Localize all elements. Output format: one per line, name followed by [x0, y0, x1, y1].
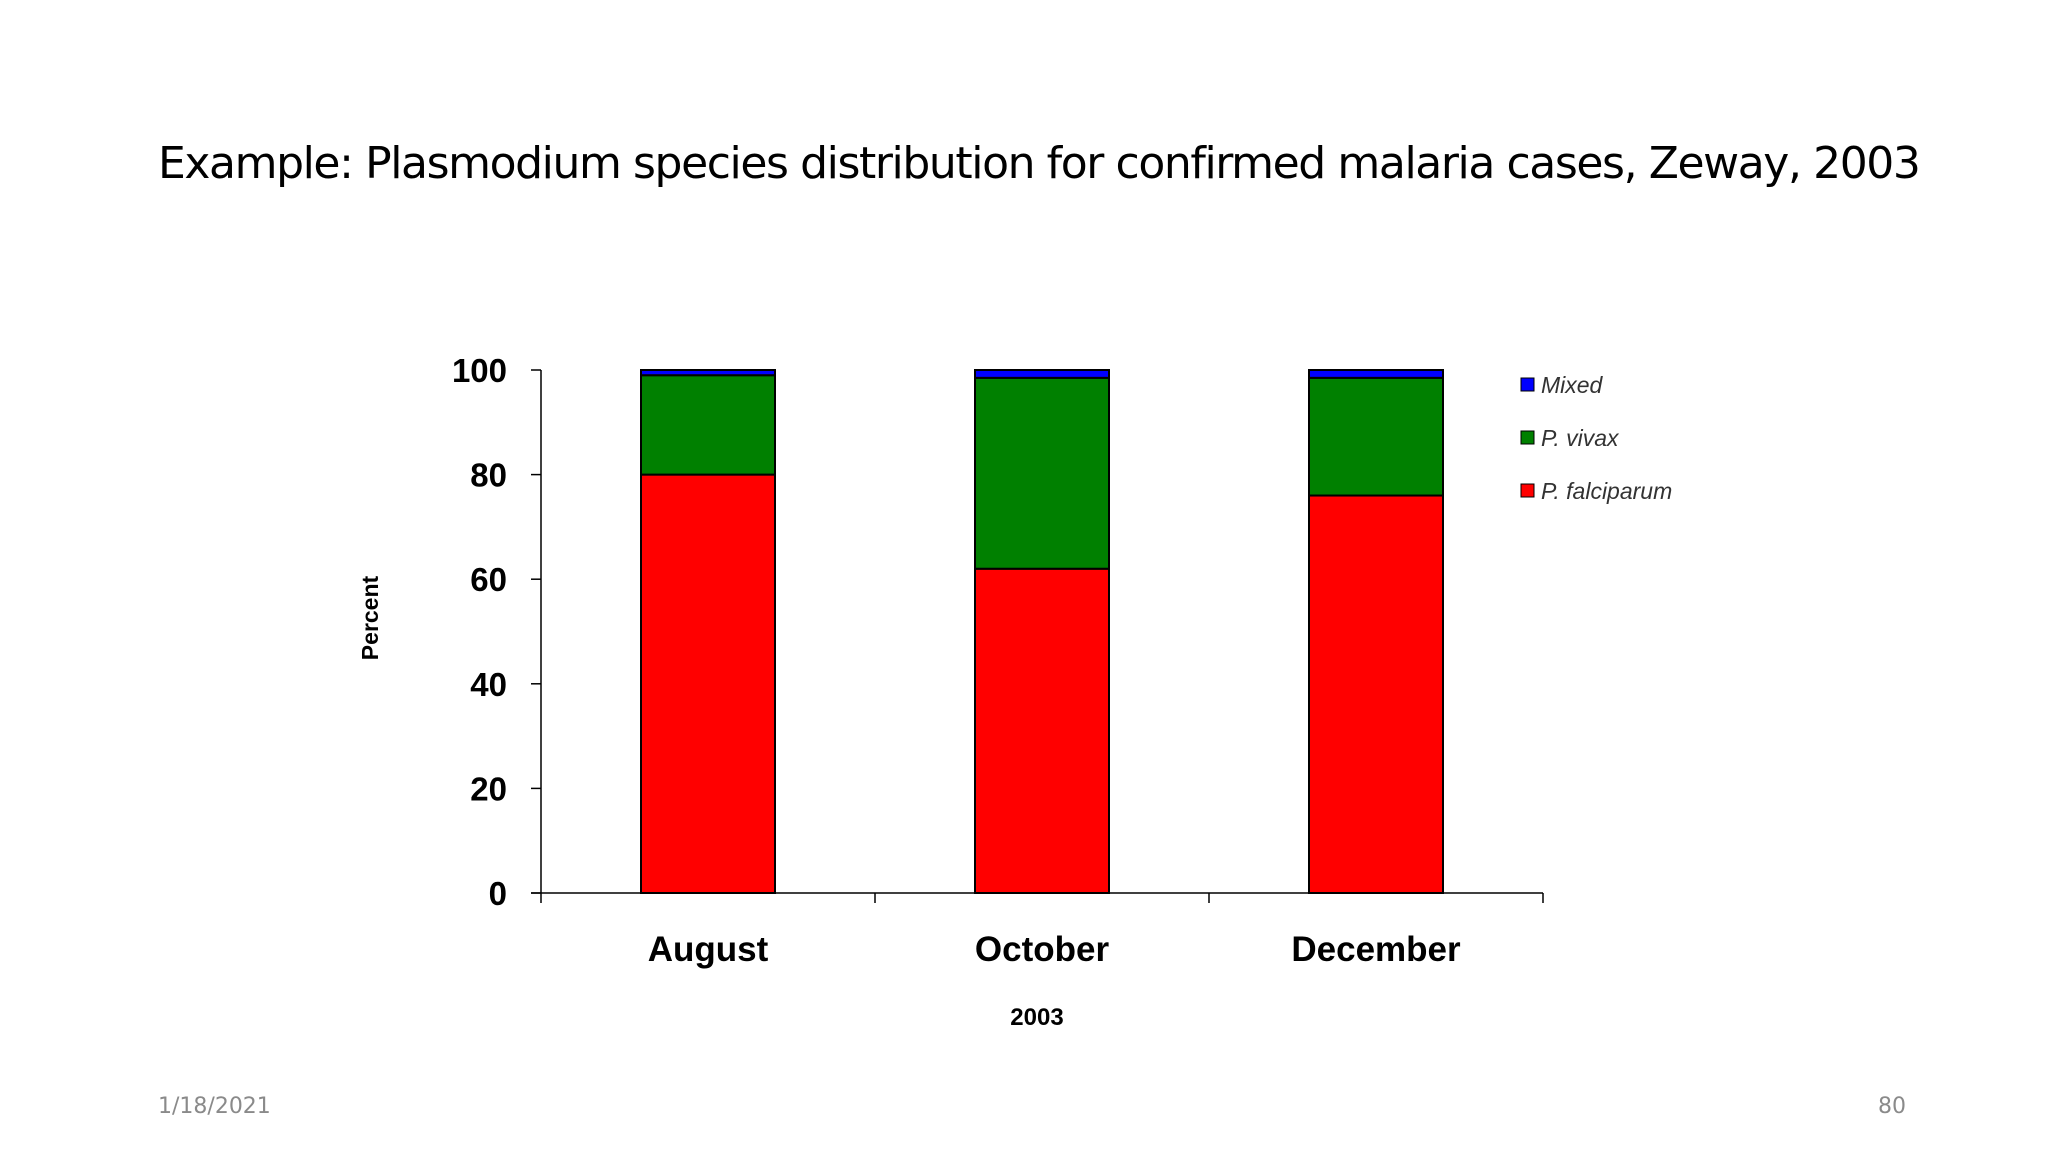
bar-october-p-falciparum: [974, 567, 1110, 894]
y-tick-label: 20: [470, 770, 507, 807]
slide-title: Example: Plasmodium species distribution…: [158, 138, 1921, 189]
legend-swatch: [1520, 483, 1535, 498]
bar-october-mixed: [974, 369, 1110, 379]
legend-swatch: [1520, 430, 1535, 445]
bar-december-p-falciparum: [1308, 494, 1444, 894]
bar-december-p-vivax: [1308, 376, 1444, 497]
y-tick-label: 60: [470, 561, 507, 598]
y-tick-label: 80: [470, 457, 507, 494]
x-tick-label: December: [1291, 930, 1461, 969]
bar-august-p-vivax: [640, 374, 776, 476]
y-tick-label: 100: [452, 352, 507, 389]
axes: August October December 0 20 40 60 80 100: [452, 352, 1544, 969]
legend-swatch: [1520, 377, 1535, 392]
footer-date: 1/18/2021: [158, 1094, 271, 1119]
x-tick-label: October: [975, 930, 1110, 969]
page-number: 80: [1878, 1094, 1906, 1119]
y-tick-label: 0: [489, 875, 507, 912]
legend: Mixed P. vivax P. falciparum: [1520, 372, 1672, 504]
bar-october-p-vivax: [974, 376, 1110, 570]
x-tick-label: August: [648, 930, 769, 969]
bar-august-mixed: [640, 369, 776, 377]
x-axis-label: 2003: [1010, 1004, 1063, 1031]
legend-label: Mixed: [1541, 372, 1604, 398]
legend-label: P. falciparum: [1541, 478, 1672, 504]
legend-label: P. vivax: [1541, 425, 1620, 451]
bar-august-p-falciparum: [640, 473, 776, 894]
y-tick-label: 40: [470, 666, 507, 703]
y-axis-label: Percent: [357, 575, 383, 660]
bar-december-mixed: [1308, 369, 1444, 379]
bar-group: [640, 369, 1444, 894]
